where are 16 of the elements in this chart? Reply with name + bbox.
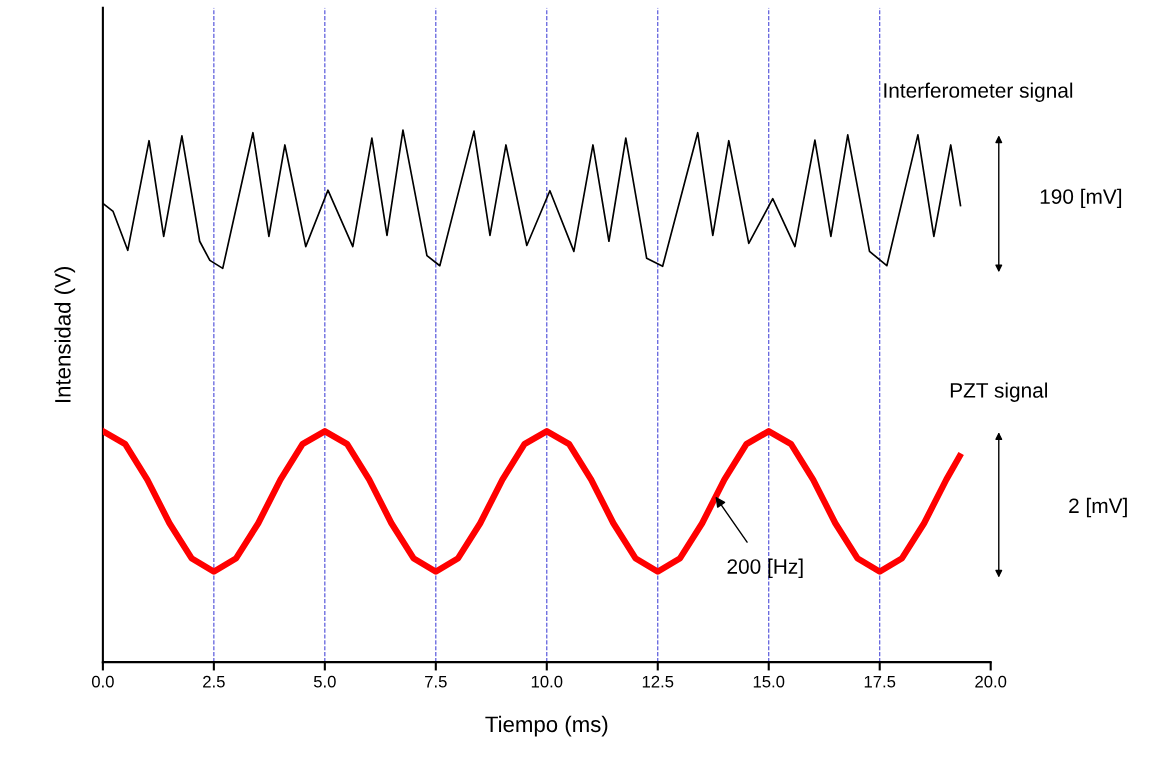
x-tick-label: 7.5 <box>425 675 447 688</box>
y-axis-title: Intensidad (V) <box>54 267 76 403</box>
x-tick-label: 20.0 <box>975 675 1007 688</box>
text: Interferometer signal <box>884 82 1073 102</box>
x-tick-label: 10.0 <box>531 675 563 688</box>
x-axis-title: Tiempo (ms) <box>485 715 608 737</box>
text: 2 [mV] <box>1069 497 1127 518</box>
x-tick-label: 15.0 <box>753 675 785 688</box>
text: 190 [mV] <box>1040 188 1122 209</box>
annotation: 200 [Hz] <box>727 558 803 578</box>
x-tick-label: 2.5 <box>203 675 225 688</box>
x-tick-label: 17.5 <box>864 675 896 688</box>
x-tick-label: 5.0 <box>313 675 336 688</box>
x-tick-label: 0.0 <box>91 675 114 688</box>
text: PZT signal <box>950 382 1047 402</box>
x-tick-label: 12.5 <box>642 675 674 688</box>
